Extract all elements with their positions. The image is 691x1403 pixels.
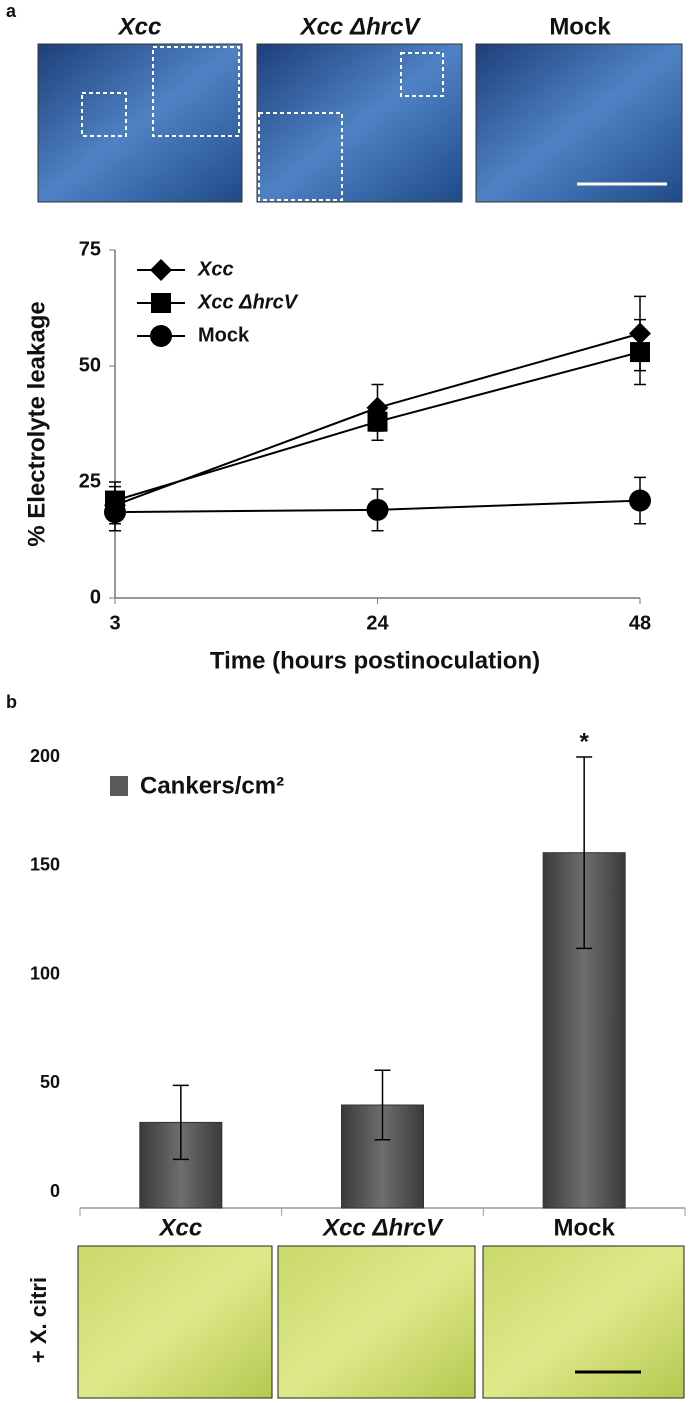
marker	[150, 325, 172, 347]
x-tick-label: 48	[629, 612, 651, 634]
bottom-images: + X. citri	[26, 1245, 685, 1399]
panel-label: b	[6, 692, 17, 712]
marker	[629, 489, 651, 512]
marker	[367, 411, 388, 432]
legend-label: Mock	[198, 324, 250, 346]
legend-swatch	[110, 776, 128, 796]
error-bar	[374, 1069, 391, 1141]
y-tick-label: 25	[79, 470, 101, 492]
x-tick-label: Xcc ΔhrcV	[321, 1214, 444, 1241]
x-tick-label: 24	[366, 612, 389, 634]
inset-box	[152, 46, 240, 137]
micrograph	[37, 43, 243, 203]
marker	[630, 342, 650, 363]
x-tick-label: 3	[109, 612, 120, 634]
legend-label: Xcc	[197, 258, 234, 280]
top-images: Xcc Xcc ΔhrcV Mock	[37, 13, 683, 203]
image-label: Xcc ΔhrcV	[299, 13, 422, 40]
y-axis-label: % Electrolyte leakage	[23, 301, 50, 546]
y-tick-label: 0	[50, 1181, 60, 1201]
error-bar	[172, 1084, 189, 1161]
legend-label: Cankers/cm²	[140, 772, 284, 799]
leaf-photo	[482, 1245, 685, 1399]
image-label: Mock	[549, 13, 611, 40]
y-tick-label: 0	[90, 586, 101, 608]
inset-box	[81, 92, 127, 137]
side-label: + X. citri	[26, 1277, 51, 1363]
marker	[104, 501, 126, 524]
y-tick-label: 50	[79, 354, 101, 376]
leaf-photo	[277, 1245, 476, 1399]
marker	[151, 293, 171, 313]
inset-box	[258, 112, 343, 201]
error-bar	[576, 756, 593, 950]
y-tick-label: 50	[40, 1072, 60, 1092]
y-tick-label: 200	[30, 746, 60, 766]
image-label: Xcc	[117, 13, 162, 40]
x-tick-label: Xcc	[157, 1214, 202, 1241]
marker	[150, 259, 172, 281]
leaf-photo	[77, 1245, 273, 1399]
legend-label: Xcc ΔhrcV	[197, 291, 299, 313]
micrograph	[256, 43, 463, 203]
annotation: *	[579, 728, 589, 755]
y-tick-label: 100	[30, 963, 60, 983]
inset-box	[400, 52, 444, 97]
marker	[366, 498, 389, 521]
panel-label: a	[6, 1, 17, 21]
x-axis-label: Time (hours postinoculation)	[210, 647, 540, 674]
y-tick-label: 75	[79, 238, 101, 260]
y-tick-label: 150	[30, 855, 60, 875]
micrograph	[475, 43, 683, 203]
x-tick-label: Mock	[553, 1214, 615, 1241]
